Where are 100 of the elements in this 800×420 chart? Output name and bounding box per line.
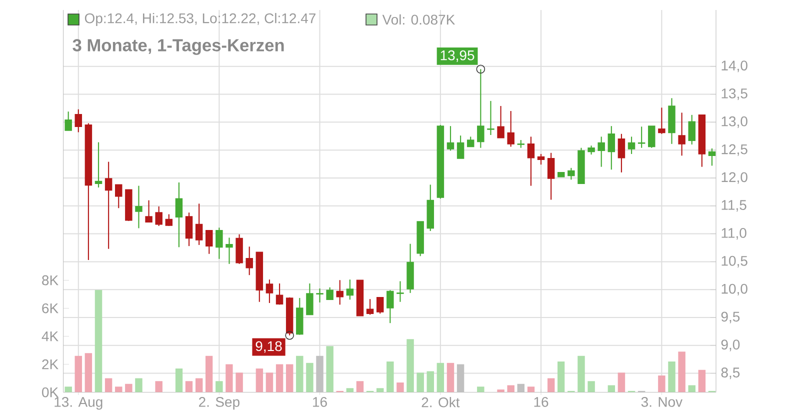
- bar: [406, 339, 414, 392]
- candlestick: [104, 161, 112, 250]
- y-tick-label: 10,0: [722, 284, 748, 296]
- candlestick: [537, 153, 545, 166]
- x-tick-label: 2. Sep: [199, 397, 240, 410]
- candlestick: [316, 288, 324, 303]
- candlestick: [155, 206, 162, 227]
- y-tick-label: 14,0: [722, 60, 748, 72]
- annotation: Vol: 0.087K: [382, 14, 456, 25]
- bar: [356, 381, 364, 392]
- bar: [578, 356, 585, 392]
- candlestick: [648, 126, 656, 148]
- bar: [547, 378, 555, 392]
- bar: [216, 381, 223, 392]
- y-tick-label: 9,0: [721, 340, 740, 352]
- candlestick: [64, 111, 72, 132]
- candlestick: [276, 282, 284, 306]
- bar: [517, 384, 525, 392]
- bar: [588, 381, 595, 392]
- candlestick: [618, 133, 626, 173]
- candlestick: [175, 182, 183, 248]
- candlestick: [145, 200, 152, 223]
- bar: [256, 368, 264, 392]
- bar: [688, 385, 696, 392]
- candlestick: [608, 126, 616, 170]
- bar: [74, 356, 82, 392]
- y-tick-label: 11,5: [722, 200, 746, 212]
- bar: [115, 386, 122, 392]
- candlestick: [497, 105, 504, 138]
- candlestick: [195, 203, 203, 246]
- bar: [436, 362, 444, 392]
- candlestick: [366, 298, 374, 316]
- x-tick-label: 13. Aug: [54, 397, 102, 410]
- bar: [416, 372, 424, 392]
- bar: [266, 372, 274, 392]
- candlestick: [456, 135, 464, 159]
- bar: [175, 368, 183, 392]
- candlestick: [568, 167, 575, 180]
- candlestick: [547, 152, 555, 200]
- bar: [678, 352, 686, 392]
- candlestick: [306, 282, 314, 316]
- bar: [608, 385, 616, 392]
- candlestick: [135, 185, 142, 229]
- bar: [286, 364, 294, 392]
- bar: [477, 386, 484, 392]
- bar: [276, 364, 284, 392]
- annotation: Op:12.4, Hi:12.53, Lo:12.22, Cl:12.47: [84, 12, 316, 26]
- candlestick: [527, 136, 535, 186]
- y2-tick-label: 6K: [42, 303, 58, 314]
- y-tick-label: 12,0: [722, 172, 748, 184]
- y-tick-label: 12,5: [722, 144, 748, 156]
- x-tick-label: 2. Okt: [422, 397, 460, 408]
- candlestick: [507, 110, 514, 148]
- candlestick: [326, 286, 334, 300]
- candlestick: [658, 107, 666, 134]
- x-tick-label: 16: [534, 397, 548, 407]
- candlestick: [487, 100, 494, 136]
- bar: [446, 362, 454, 392]
- bar: [618, 372, 626, 392]
- bar: [236, 372, 243, 392]
- y2-tick-label: 8K: [42, 275, 58, 286]
- candlestick: [598, 136, 605, 168]
- annotation: 13,95: [440, 50, 474, 62]
- bar: [698, 370, 706, 392]
- bar: [326, 346, 334, 392]
- candlestick: [115, 184, 122, 209]
- candlestick: [376, 296, 384, 314]
- candlestick: [688, 114, 696, 146]
- bar: [94, 290, 102, 392]
- candlestick: [94, 142, 102, 188]
- candlestick: [346, 279, 354, 300]
- candlestick: [165, 214, 173, 227]
- bar: [206, 356, 213, 392]
- candlestick: [216, 227, 223, 260]
- bar: [155, 381, 162, 392]
- bar: [296, 356, 304, 392]
- candlestick: [206, 230, 213, 254]
- y-tick-label: 13,0: [722, 116, 748, 128]
- bar: [125, 384, 132, 392]
- candlestick: [226, 237, 233, 264]
- candlestick: [396, 280, 404, 302]
- candlestick: [185, 212, 193, 247]
- candlestick: [678, 112, 686, 156]
- bar: [346, 388, 354, 392]
- candlestick: [386, 290, 394, 324]
- y2-tick-label: 4K: [42, 331, 58, 342]
- candlestick: [266, 279, 274, 304]
- bar: [658, 375, 666, 392]
- bar: [668, 361, 676, 392]
- y-tick-label: 13,5: [722, 88, 748, 100]
- bar: [185, 381, 193, 392]
- candlestick: [638, 126, 646, 148]
- candlestick: [246, 246, 253, 276]
- bar: [195, 378, 203, 392]
- bar: [527, 386, 535, 392]
- bar: [386, 361, 394, 392]
- y-tick-label: 11,0: [722, 228, 746, 240]
- bar: [456, 364, 464, 392]
- candlestick: [708, 148, 716, 166]
- y-tick-label: 9,5: [721, 312, 740, 324]
